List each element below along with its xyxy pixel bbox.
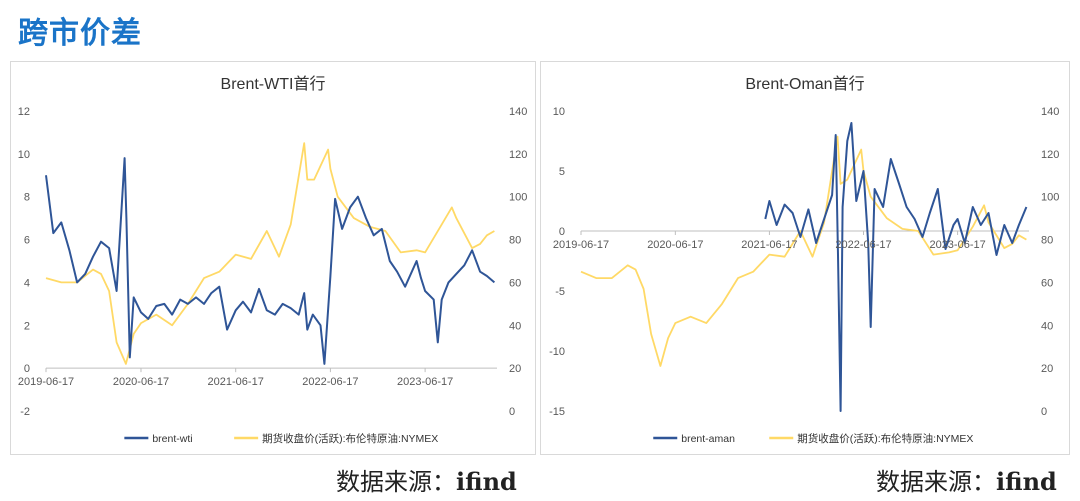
x-tick-label: 2022-06-17 — [835, 239, 891, 251]
y-left-tick-label: 10 — [553, 106, 565, 118]
y-right-tick-label: 0 — [509, 406, 515, 418]
y-right-tick-label: 20 — [1041, 363, 1053, 375]
data-source-prefix: 数据来源： — [336, 468, 456, 496]
series-line-brent — [45, 142, 495, 365]
y-left-tick-label: 6 — [24, 235, 30, 247]
x-tick-label: 2019-06-17 — [553, 239, 609, 251]
x-tick-label: 2022-06-17 — [302, 376, 358, 388]
data-source-right: 数据来源：ifind — [876, 462, 1057, 497]
x-tick-label: 2023-06-17 — [397, 376, 453, 388]
y-right-tick-label: 140 — [1041, 106, 1059, 118]
y-right-tick-label: 80 — [509, 235, 521, 247]
y-left-tick-label: 5 — [559, 166, 565, 178]
y-right-tick-label: 40 — [509, 320, 521, 332]
y-left-tick-label: 0 — [559, 226, 565, 238]
legend-label: brent-aman — [681, 433, 735, 445]
series-line-brent — [580, 135, 1027, 367]
chart-brent-oman: Brent-Oman首行-15-10-505100204060801001201… — [549, 75, 1059, 445]
chart-panel-brent-wti: Brent-WTI首行 -2 0 2 4 6 8 10 12 0 20 40 60 80 100 120 140… — [10, 61, 536, 455]
data-source-prefix: 数据来源： — [876, 468, 996, 496]
y-right-tick-label: 120 — [509, 149, 527, 161]
x-tick-label: 2021-06-17 — [208, 376, 264, 388]
y-left-tick-label: -10 — [549, 346, 565, 358]
x-tick-label: 2020-06-17 — [647, 239, 703, 251]
y-right-tick-label: 80 — [1041, 235, 1053, 247]
y-left-tick-label: -2 — [20, 406, 30, 418]
legend-label: brent-wti — [152, 433, 192, 445]
series-line-spread — [764, 122, 1028, 412]
y-left-tick-label: -5 — [555, 286, 565, 298]
data-source-value: ifind — [996, 467, 1057, 496]
legend-label: 期货收盘价(活跃):布伦特原油:NYMEX — [797, 432, 973, 445]
y-left-tick-label: 4 — [24, 277, 30, 289]
y-right-tick-label: 100 — [509, 192, 527, 204]
y-right-tick-label: 100 — [1041, 192, 1059, 204]
y-right-tick-label: 20 — [509, 363, 521, 375]
series-line-spread — [45, 157, 496, 365]
y-left-tick-label: 2 — [24, 320, 30, 332]
y-right-tick-label: 60 — [509, 277, 521, 289]
y-right-tick-label: 0 — [1041, 406, 1047, 418]
chart-brent-wti: Brent-WTI首行-2024681012020406080100120140… — [18, 75, 528, 445]
y-left-tick-label: 12 — [18, 106, 30, 118]
x-tick-label: 2019-06-17 — [18, 376, 74, 388]
chart-title: Brent-WTI首行 — [221, 75, 326, 93]
data-source-left: 数据来源：ifind — [336, 462, 517, 497]
chart-title: Brent-Oman首行 — [745, 75, 864, 93]
data-source-value: ifind — [456, 467, 517, 496]
y-right-tick-label: 40 — [1041, 320, 1053, 332]
y-right-tick-label: 120 — [1041, 149, 1059, 161]
page-title: 跨市价差 — [18, 16, 142, 51]
x-tick-label: 2021-06-17 — [741, 239, 797, 251]
y-left-tick-label: 8 — [24, 192, 30, 204]
y-left-tick-label: -15 — [549, 406, 565, 418]
y-left-tick-label: 10 — [18, 149, 30, 161]
y-right-tick-label: 60 — [1041, 277, 1053, 289]
legend-label: 期货收盘价(活跃):布伦特原油:NYMEX — [262, 432, 438, 445]
chart-panel-brent-oman: Brent-Oman首行 -15 -10 -5 0 5 10 0 20 40 60 80 100 120 1… — [540, 61, 1070, 455]
x-tick-label: 2023-06-17 — [929, 239, 985, 251]
y-left-tick-label: 0 — [24, 363, 30, 375]
y-right-tick-label: 140 — [509, 106, 527, 118]
x-tick-label: 2020-06-17 — [113, 376, 169, 388]
